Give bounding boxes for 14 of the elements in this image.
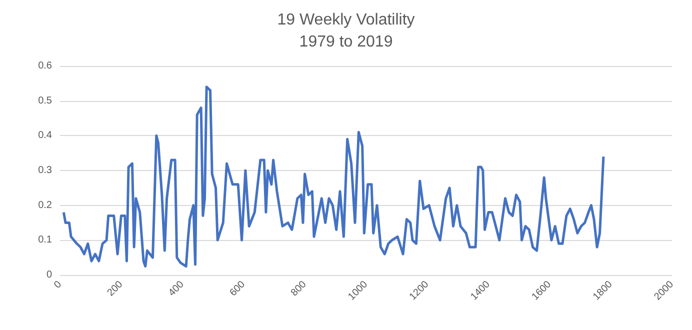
- x-tick-label: 800: [289, 278, 309, 299]
- x-tick-label: 400: [166, 278, 187, 299]
- y-tick-label: 0.5: [38, 95, 52, 106]
- x-tick-label: 600: [228, 278, 248, 299]
- y-tick-label: 0.1: [38, 234, 52, 246]
- y-tick-label: 0.2: [38, 200, 52, 211]
- chart-title: 19 Weekly Volatility 1979 to 2019: [277, 12, 415, 50]
- x-tick-label: 0: [52, 278, 64, 291]
- y-tick-label: 0: [46, 270, 52, 280]
- x-tick-label: 200: [106, 278, 126, 299]
- y-tick-label: 0.4: [38, 130, 52, 142]
- y-tick-label: 0.6: [38, 60, 52, 72]
- y-tick-label: 0.3: [38, 165, 52, 176]
- line-series: [62, 86, 605, 268]
